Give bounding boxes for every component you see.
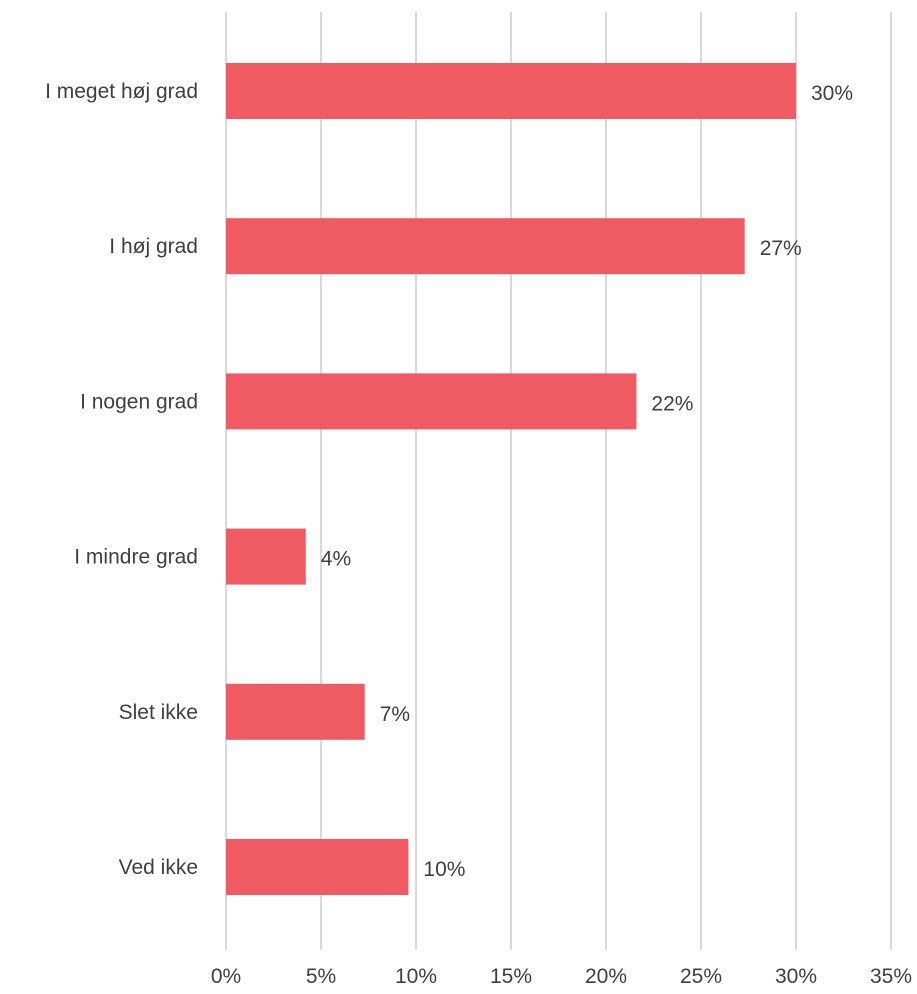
bar	[226, 528, 306, 585]
data-labels: 30% 27% 22% 4% 7% 10%	[321, 82, 853, 881]
x-tick-label: 15%	[490, 965, 532, 988]
x-axis-tick-labels: 0% 5% 10% 15% 20% 25% 30% 35%	[211, 965, 912, 988]
data-label: 7%	[380, 703, 410, 726]
data-label: 22%	[651, 392, 693, 415]
x-tick-label: 30%	[775, 965, 817, 988]
bars	[226, 63, 796, 895]
grid-lines	[225, 12, 892, 950]
category-label: I meget høj grad	[45, 80, 198, 103]
x-tick-label: 5%	[306, 965, 336, 988]
bar	[226, 373, 637, 430]
x-tick-label: 20%	[585, 965, 627, 988]
data-label: 10%	[423, 858, 465, 881]
x-tick-label: 10%	[395, 965, 437, 988]
data-label: 27%	[760, 237, 802, 260]
x-tick-label: 25%	[680, 965, 722, 988]
category-label: I høj grad	[109, 235, 198, 258]
bar	[226, 683, 365, 740]
category-label: Slet ikke	[119, 701, 198, 724]
bar	[226, 218, 745, 275]
x-tick-label: 0%	[211, 965, 241, 988]
data-label: 30%	[811, 82, 853, 105]
category-label: I mindre grad	[74, 546, 198, 569]
category-label: I nogen grad	[80, 390, 198, 413]
bar	[226, 839, 409, 895]
x-tick-label: 35%	[870, 965, 912, 988]
bar	[226, 63, 796, 119]
category-label: Ved ikke	[119, 856, 198, 879]
category-labels: I meget høj grad I høj grad I nogen grad I …	[45, 80, 198, 879]
data-label: 4%	[321, 548, 351, 571]
